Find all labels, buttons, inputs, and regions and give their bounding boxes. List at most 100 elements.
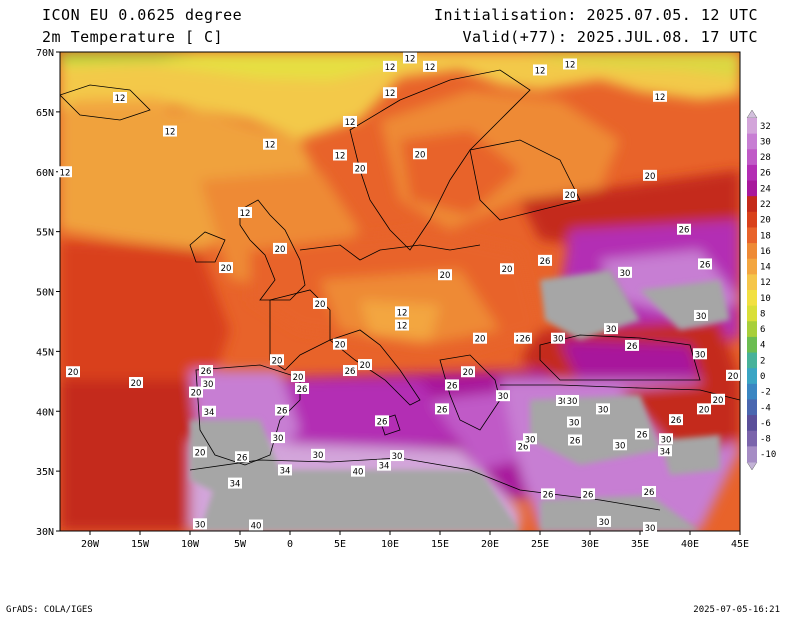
contour-label-box: [275, 404, 289, 416]
contour-label-text: 30: [313, 451, 324, 461]
contour-label-text: 26: [671, 416, 682, 426]
variable-title: 2m Temperature [ C]: [42, 28, 224, 46]
contour-label-text: 30: [569, 419, 580, 429]
contour-label-text: 12: [405, 54, 416, 64]
colorbar-swatch: [747, 133, 757, 150]
contour-label-box: [496, 390, 510, 402]
contour-label: 30: [390, 450, 404, 462]
contour-label-box: [271, 432, 285, 444]
colorbar-swatch: [747, 352, 757, 369]
model-title: ICON EU 0.0625 degree: [42, 6, 243, 24]
lon-tick-label: 25E: [531, 539, 549, 550]
contour-label-box: [423, 60, 437, 72]
contour-label: 34: [202, 405, 216, 418]
contour-label-box: [697, 403, 711, 415]
contour-label: 30: [597, 515, 611, 528]
contour-label: 26: [435, 403, 449, 415]
contour-label: 26: [445, 379, 459, 391]
axes: 20W 15W 10W 5W 0 5E 10E 15E 20E 25E 30E 35E 40E 45E 30…: [36, 48, 749, 550]
contour-label-text: 12: [535, 66, 546, 76]
contour-label: 12: [163, 125, 177, 138]
contour-label-text: 12: [165, 128, 176, 138]
contour-label-text: 12: [335, 151, 346, 161]
contour-label: 20: [358, 359, 372, 371]
contour-label-text: 20: [699, 405, 710, 415]
lon-tick-label: 30E: [581, 539, 599, 550]
contour-label-text: 20: [645, 172, 656, 182]
lon-tick-label: 15E: [431, 539, 449, 550]
contour-label: 34: [658, 445, 672, 457]
contour-label-text: 26: [518, 442, 529, 452]
contour-label: 20: [563, 189, 577, 201]
colorbar-swatch: [747, 336, 757, 354]
contour-label: 20: [697, 403, 711, 415]
contour-label-text: 20: [191, 389, 202, 399]
contour-label: 20: [500, 263, 514, 275]
contour-label-box: [353, 162, 367, 174]
contour-label-box: [523, 433, 537, 445]
contour-label: 20: [643, 169, 657, 182]
colorbar-label: 24: [760, 184, 771, 194]
contour-label-text: 34: [280, 466, 291, 476]
contour-label: 34: [228, 477, 242, 490]
lat-tick-label: 30N: [36, 527, 54, 538]
contour-label: 26: [568, 434, 582, 446]
contour-label: 12: [563, 58, 577, 70]
contour-label-box: [613, 439, 627, 451]
contour-label-text: 26: [297, 385, 308, 395]
contour-label-text: 26: [627, 342, 638, 352]
contour-label-box: [311, 448, 325, 460]
timestamp-footer: 2025-07-05-16:21: [693, 605, 780, 615]
colorbar-label: 28: [760, 153, 771, 163]
colorbar-swatch: [747, 118, 757, 135]
contour-label-box: [375, 415, 389, 427]
init-time: Initialisation: 2025.07.05. 12 UTC: [433, 6, 758, 24]
lon-tick-label: 40E: [681, 539, 699, 550]
contour-label-box: [219, 262, 233, 274]
contour-label: 12: [333, 149, 347, 161]
contour-label-text: 20: [195, 448, 206, 458]
contour-label-box: [565, 394, 579, 406]
contour-label-box: [351, 465, 365, 477]
contour-label-text: 12: [397, 308, 408, 318]
contour-label: 20: [473, 332, 487, 345]
contour-label: 20: [189, 386, 203, 399]
contour-label-box: [383, 87, 397, 99]
contour-label: 30: [604, 323, 618, 335]
lat-tick-label: 55N: [36, 228, 54, 239]
contour-label-text: 26: [377, 417, 388, 427]
contour-label: 12: [653, 90, 667, 103]
contour-label-box: [270, 354, 284, 366]
contour-label-box: [533, 64, 547, 76]
contour-label-box: [604, 323, 618, 335]
contour-label-box: [438, 269, 452, 281]
contour-label: 20: [129, 377, 143, 389]
colorbar-label: 12: [760, 278, 771, 288]
colorbar-bottom-arrow: [746, 461, 758, 471]
contour-label-text: 20: [475, 335, 486, 345]
contour-label: 30: [523, 433, 537, 445]
contour-label: 30: [551, 332, 565, 345]
contour-label-text: 20: [275, 245, 286, 255]
lon-tick-label: 20W: [81, 539, 100, 550]
contour-label-text: 26: [277, 407, 288, 417]
contour-label-text: 30: [195, 520, 206, 530]
contour-label-box: [643, 521, 657, 533]
contour-label-text: 12: [385, 63, 396, 73]
contour-label-box: [390, 450, 404, 462]
contour-label-text: 30: [615, 441, 626, 451]
contour-label-text: 20: [502, 265, 513, 275]
credit-footer: GrADS: COLA/IGES: [6, 605, 93, 615]
contour-label-text: 20: [335, 341, 346, 351]
contour-label-box: [249, 519, 263, 531]
contour-label-box: [189, 386, 203, 398]
contour-label-text: 34: [379, 462, 390, 472]
contour-label: 12: [395, 306, 409, 318]
colorbar-label: 30: [760, 137, 771, 147]
lat-tick-label: 40N: [36, 407, 54, 418]
colorbar-swatch: [747, 305, 757, 322]
colorbar-label: -6: [760, 419, 771, 429]
colorbar-label: -2: [760, 388, 771, 398]
colorbar-swatch: [747, 399, 757, 416]
